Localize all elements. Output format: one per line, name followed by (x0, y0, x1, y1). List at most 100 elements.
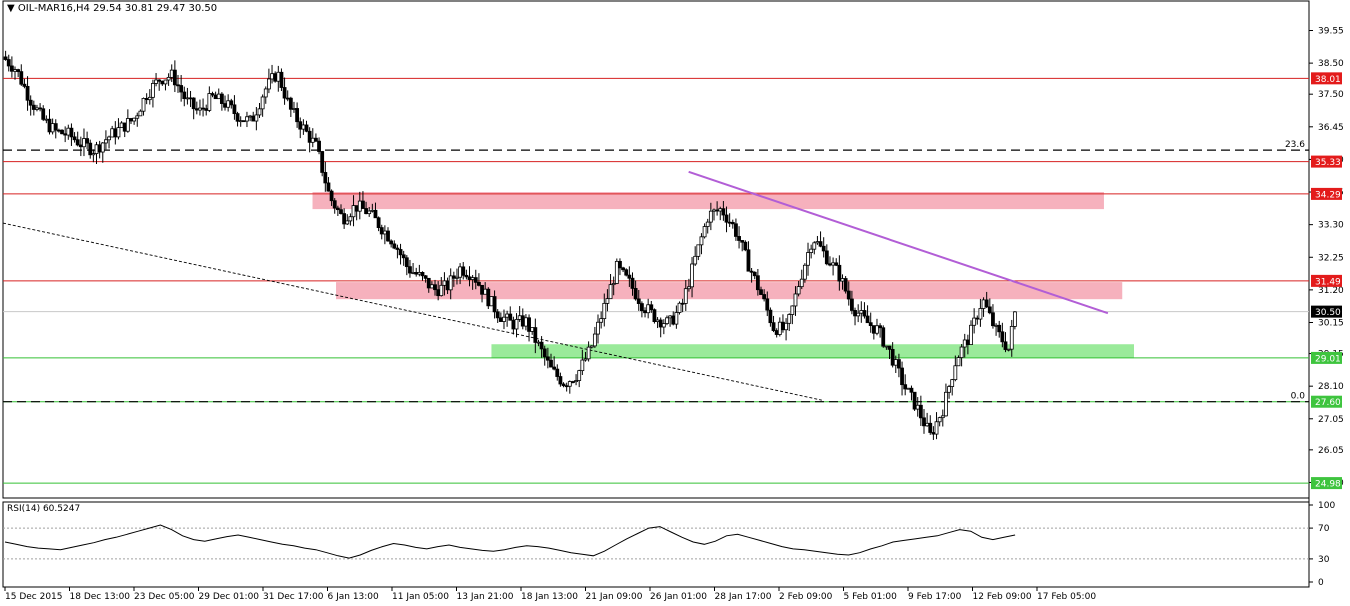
candle-body (298, 121, 303, 130)
price-label-box (1311, 305, 1342, 318)
candle-body (135, 115, 140, 119)
x-tick-label: 12 Feb 09:00 (973, 592, 1032, 602)
candle-body (354, 205, 359, 212)
candle-body (398, 249, 403, 256)
candle-body (705, 221, 710, 227)
candle-body (734, 223, 738, 237)
candle-body (473, 277, 478, 283)
candle-body (113, 128, 118, 138)
candle-body (527, 317, 531, 332)
candle-body (755, 275, 760, 291)
candle-body (514, 319, 519, 330)
candle-body (138, 110, 143, 117)
rsi-pane-border (2, 501, 1310, 588)
candle-body (940, 415, 945, 419)
candle-body (969, 324, 973, 346)
candle-body (116, 127, 121, 138)
candle-body (934, 421, 939, 435)
candle-body (429, 284, 434, 289)
candle-body (984, 299, 989, 308)
candle-body (448, 275, 453, 291)
candle-body (69, 127, 74, 138)
candle-body (367, 210, 372, 215)
candle-body (97, 144, 102, 153)
y-tick-label: 33.30 (1318, 221, 1344, 231)
price-label-box (1311, 351, 1342, 364)
candle-body (925, 422, 930, 427)
candle-body (950, 379, 955, 387)
candle-body (639, 303, 644, 312)
candle-body (104, 139, 108, 144)
candle-body (132, 117, 137, 122)
candle-body (232, 104, 237, 115)
candle-body (621, 267, 625, 271)
candle-body (9, 65, 14, 72)
candle-body (853, 310, 857, 317)
y-tick-label: 36.45 (1318, 123, 1344, 133)
candle-body (91, 153, 96, 156)
candle-body (502, 316, 506, 322)
candle-body (370, 209, 375, 212)
rsi-tick-label: 100 (1318, 501, 1335, 511)
candle-body (25, 85, 30, 101)
candle-body (348, 216, 353, 222)
candle-body (107, 136, 111, 141)
candle-body (389, 240, 394, 245)
candle-body (586, 346, 591, 360)
candle-body (188, 97, 193, 100)
candle-body (436, 289, 441, 297)
candle-body (72, 136, 77, 141)
candle-body (455, 276, 459, 279)
candle-body (276, 71, 281, 82)
candle-body (100, 142, 105, 153)
resistance-zone (336, 282, 1123, 300)
candle-body (382, 230, 387, 235)
rsi-tick-label: 0 (1318, 578, 1324, 588)
candle-body (423, 275, 428, 279)
candle-body (674, 312, 679, 325)
candle-body (78, 144, 83, 148)
candle-body (850, 298, 854, 311)
candle-body (802, 264, 807, 280)
candle-body (88, 142, 93, 156)
candle-body (878, 325, 883, 329)
candle-body (592, 333, 597, 347)
candle-body (154, 79, 158, 84)
candle-body (420, 272, 425, 277)
candle-body (875, 325, 879, 334)
candle-body (38, 107, 42, 110)
candle-body (169, 69, 174, 78)
candle-body (292, 108, 296, 110)
candle-body (56, 129, 61, 132)
candle-body (571, 381, 575, 383)
candle-body (897, 359, 901, 369)
candle-body (781, 321, 785, 331)
candle-body (204, 108, 209, 111)
candle-body (210, 93, 215, 96)
candle-body (461, 266, 466, 276)
y-tick-label: 38.50 (1318, 59, 1344, 69)
candle-body (887, 345, 892, 350)
candle-body (1006, 348, 1011, 351)
candle-body (50, 123, 55, 133)
candle-body (1000, 331, 1005, 343)
x-tick-label: 21 Jan 09:00 (586, 592, 643, 602)
candle-body (555, 368, 560, 377)
candle-body (1003, 341, 1008, 350)
candle-body (564, 385, 569, 388)
candle-body (470, 277, 475, 280)
candle-body (696, 244, 701, 257)
x-tick-label: 5 Feb 01:00 (844, 592, 898, 602)
candle-body (401, 254, 406, 259)
price-label: 38.01 (1315, 75, 1341, 85)
candle-body (176, 84, 180, 87)
candle-body (545, 356, 550, 361)
candle-body (790, 305, 795, 315)
resistance-zone (312, 192, 1104, 210)
candle-body (658, 319, 663, 328)
x-tick-label: 18 Jan 13:00 (521, 592, 578, 602)
candle-body (304, 124, 309, 132)
candle-body (194, 108, 199, 111)
candle-body (263, 88, 268, 98)
x-tick-label: 31 Dec 17:00 (263, 592, 324, 602)
